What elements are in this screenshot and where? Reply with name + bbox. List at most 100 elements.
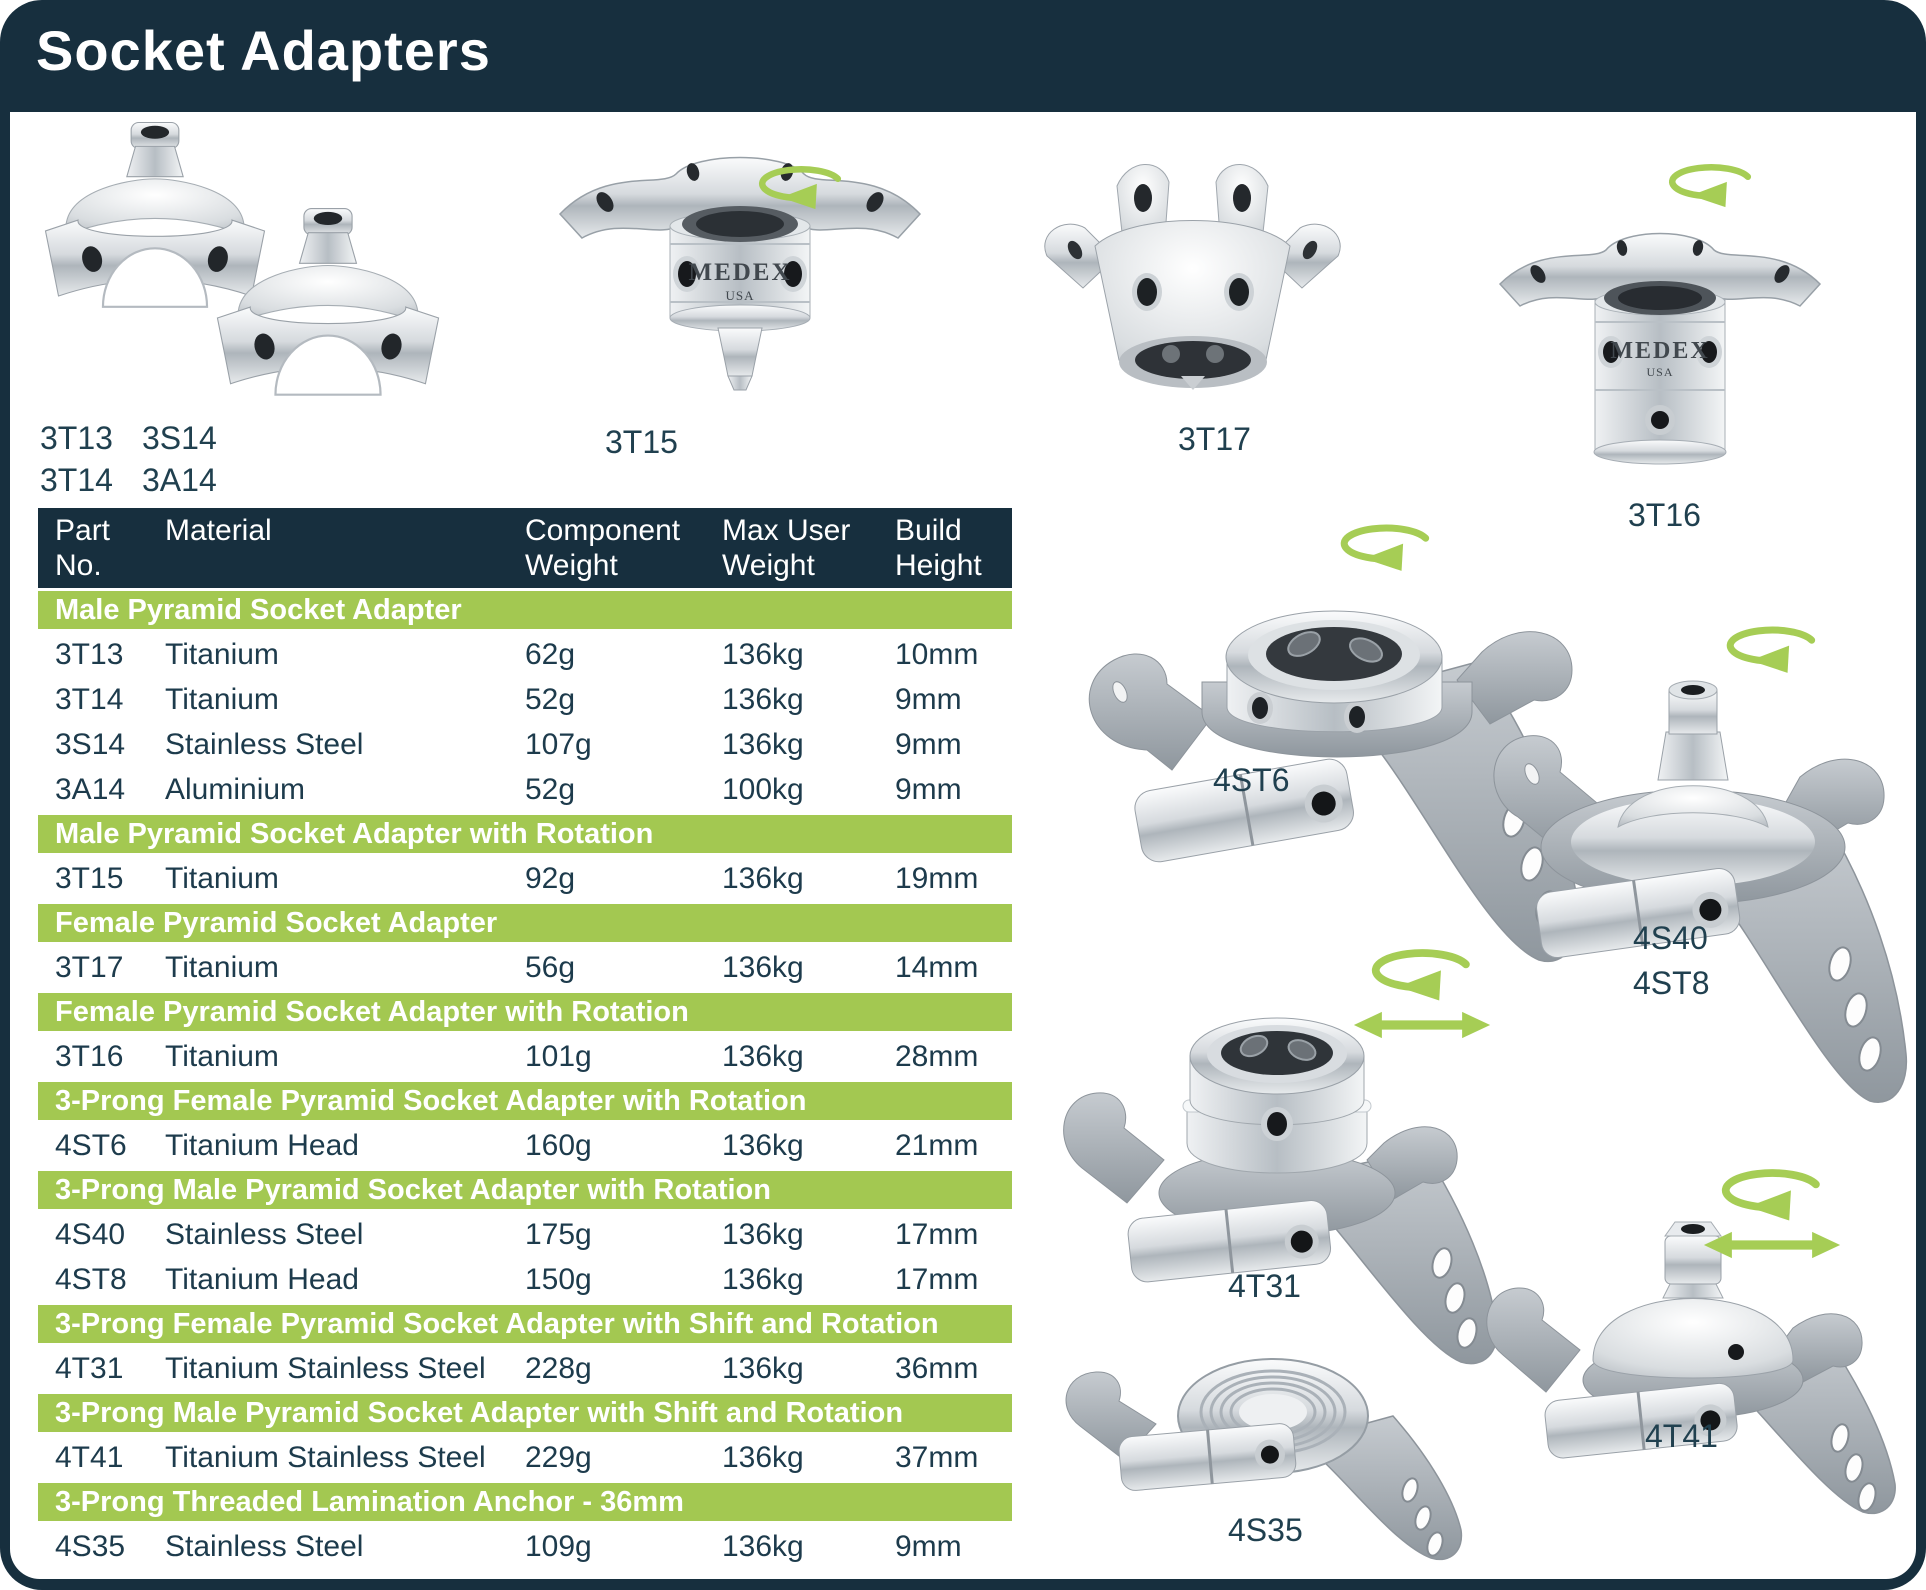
table-header-row: Part No. Material Component Weight Max User We…	[38, 508, 1012, 588]
table-cell: 19mm	[895, 861, 979, 895]
table-cell: 136kg	[722, 861, 804, 895]
product-image-3t17	[1044, 164, 1341, 390]
table-cell: 21mm	[895, 1128, 979, 1162]
page-title: Socket Adapters	[36, 19, 491, 82]
table-cell: 4T41	[55, 1440, 124, 1474]
table-cell: Titanium	[165, 950, 279, 984]
section-header: Female Pyramid Socket Adapter	[38, 904, 1012, 942]
table-cell: 3T16	[55, 1039, 124, 1073]
section-header: 3-Prong Female Pyramid Socket Adapter wi…	[38, 1305, 1012, 1343]
rotation-icon	[742, 160, 860, 212]
table-cell: 3A14	[55, 772, 126, 806]
clamp-block	[1127, 1200, 1332, 1283]
table-cell: 109g	[525, 1529, 592, 1563]
table-cell: 37mm	[895, 1440, 979, 1474]
table-cell: 136kg	[722, 1217, 804, 1251]
table-cell: 136kg	[722, 950, 804, 984]
table-row: 4S35 Stainless Steel 109g 136kg 9mm	[38, 1524, 1012, 1569]
part-label-4t31: 4T31	[1228, 1268, 1301, 1304]
medex-engraving: MEDEX	[688, 259, 791, 286]
table-cell: 229g	[525, 1440, 592, 1474]
shift-rotation-icon	[1702, 1162, 1842, 1266]
part-label-4st6: 4ST6	[1213, 762, 1290, 798]
table-cell: 4T31	[55, 1351, 124, 1385]
thread-coils	[1239, 1034, 1317, 1061]
section-header: Female Pyramid Socket Adapter with Rotat…	[38, 993, 1012, 1031]
table-cell: 175g	[525, 1217, 592, 1251]
table-cell: 10mm	[895, 637, 979, 671]
table-row: 3T14 Titanium 52g 136kg 9mm	[38, 677, 1012, 722]
section-header: 3-Prong Threaded Lamination Anchor - 36m…	[38, 1483, 1012, 1521]
table-row: 4ST6 Titanium Head 160g 136kg 21mm	[38, 1123, 1012, 1168]
column-header: Build Height	[895, 514, 982, 582]
table-cell: 28mm	[895, 1039, 979, 1073]
shift-arrow-icon	[1702, 1229, 1842, 1261]
part-label-4t41: 4T41	[1645, 1418, 1718, 1454]
medex-engraving: MEDEX	[1610, 338, 1709, 364]
table-cell: 136kg	[722, 682, 804, 716]
table-cell: 136kg	[722, 1128, 804, 1162]
section-header: 3-Prong Male Pyramid Socket Adapter with…	[38, 1394, 1012, 1432]
product-image-4t41	[1486, 1221, 1896, 1515]
table-cell: 14mm	[895, 950, 979, 984]
rotation-icon	[1652, 158, 1770, 210]
table-cell: 9mm	[895, 772, 962, 806]
clamp-block	[1544, 1382, 1738, 1459]
clamp-block	[1134, 758, 1354, 863]
part-label-3t14: 3T14	[40, 462, 113, 498]
product-image-male-pyramid-adapters	[44, 121, 440, 396]
table-cell: 9mm	[895, 1529, 962, 1563]
table-cell: 228g	[525, 1351, 592, 1385]
table-cell: 136kg	[722, 637, 804, 671]
table-cell: 3T15	[55, 861, 124, 895]
product-image-3t15: MEDEX USA	[558, 156, 922, 391]
product-image-3t16: MEDEX USA	[1498, 232, 1822, 465]
table-cell: 92g	[525, 861, 576, 895]
table-cell: 136kg	[722, 1351, 804, 1385]
shift-rotation-icon	[1352, 942, 1492, 1046]
table-cell: 4ST6	[55, 1128, 127, 1162]
table-cell: Titanium	[165, 682, 279, 716]
table-cell: 17mm	[895, 1262, 979, 1296]
part-label-4s35: 4S35	[1228, 1512, 1303, 1548]
clamp-block	[1536, 867, 1741, 959]
table-cell: 9mm	[895, 727, 962, 761]
table-cell: Stainless Steel	[165, 727, 364, 761]
column-header: Max User Weight	[722, 514, 851, 582]
clamp-block	[1118, 1423, 1297, 1491]
table-row: 4T31 Titanium Stainless Steel 228g 136kg 36m…	[38, 1346, 1012, 1391]
rotation-loop-icon	[1352, 942, 1492, 1004]
table-cell: 9mm	[895, 682, 962, 716]
rotation-icon	[1708, 620, 1836, 676]
table-row: 3S14 Stainless Steel 107g 136kg 9mm	[38, 722, 1012, 767]
section-header: Male Pyramid Socket Adapter	[38, 591, 1012, 629]
table-cell: Stainless Steel	[165, 1217, 364, 1251]
part-label-4s40: 4S40	[1633, 920, 1708, 956]
part-label-3s14: 3S14	[142, 420, 217, 456]
part-label-4st8: 4ST8	[1633, 965, 1710, 1001]
table-cell: 3T14	[55, 682, 124, 716]
table-cell: 62g	[525, 637, 576, 671]
table-cell: 56g	[525, 950, 576, 984]
part-label-3t13: 3T13	[40, 420, 113, 456]
table-cell: 150g	[525, 1262, 592, 1296]
table-cell: 3T17	[55, 950, 124, 984]
rotation-loop-icon	[1702, 1162, 1842, 1224]
part-label-3t17: 3T17	[1178, 421, 1251, 457]
table-cell: 17mm	[895, 1217, 979, 1251]
table-cell: 136kg	[722, 1262, 804, 1296]
table-cell: 36mm	[895, 1351, 979, 1385]
table-cell: Stainless Steel	[165, 1529, 364, 1563]
spec-table: Part No. Material Component Weight Max User We…	[38, 508, 1012, 1569]
table-cell: 4S35	[55, 1529, 126, 1563]
table-cell: Titanium Head	[165, 1128, 359, 1162]
product-image-4s40-4st8	[1493, 680, 1908, 1103]
section-header: Male Pyramid Socket Adapter with Rotatio…	[38, 815, 1012, 853]
table-row: 3T17 Titanium 56g 136kg 14mm	[38, 945, 1012, 990]
table-cell: 101g	[525, 1039, 592, 1073]
table-row: 4S40 Stainless Steel 175g 136kg 17mm	[38, 1212, 1012, 1257]
table-cell: 3S14	[55, 727, 126, 761]
table-cell: 52g	[525, 772, 576, 806]
table-cell: Titanium Head	[165, 1262, 359, 1296]
table-cell: 4S40	[55, 1217, 126, 1251]
